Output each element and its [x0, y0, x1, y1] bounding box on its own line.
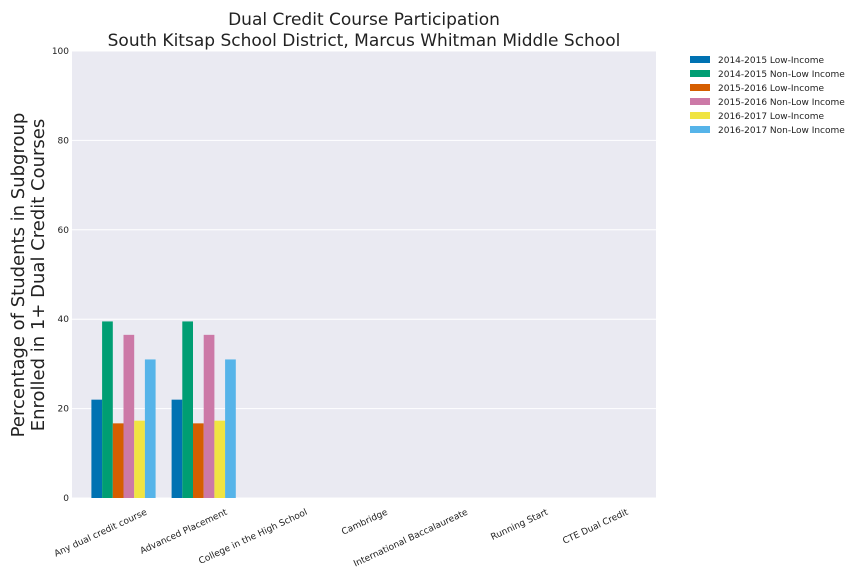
legend-swatch [690, 112, 710, 119]
chart-title-line-2: South Kitsap School District, Marcus Whi… [108, 31, 621, 51]
legend-label: 2016-2017 Low-Income [718, 112, 824, 122]
x-tick-label: Running Start [490, 507, 551, 542]
bars [91, 321, 236, 498]
y-tick-label: 20 [58, 405, 70, 415]
bar [214, 420, 226, 498]
legend-swatch [690, 56, 710, 63]
bar [144, 359, 156, 498]
bar [91, 399, 103, 498]
bar [112, 423, 124, 498]
bar [182, 321, 193, 498]
x-tick-label: Any dual credit course [53, 507, 149, 559]
bar [225, 359, 236, 498]
legend-label: 2015-2016 Low-Income [718, 84, 824, 94]
legend: 2014-2015 Low-Income 2014-2015 Non-Low In… [690, 56, 845, 136]
legend-label: 2014-2015 Non-Low Income [718, 70, 845, 80]
gridlines [72, 50, 656, 499]
bar [134, 420, 145, 498]
legend-label: 2014-2015 Low-Income [718, 56, 824, 66]
bar [171, 399, 183, 498]
y-axis-label: Percentage of Students in Subgroup Enrol… [8, 113, 49, 438]
chart-title-line-1: Dual Credit Course Participation [228, 10, 500, 30]
y-tick-label: 60 [58, 226, 70, 236]
y-tick-label: 0 [63, 494, 69, 504]
bar [102, 321, 113, 498]
y-tick-label: 100 [52, 47, 69, 57]
y-tick-label: 40 [58, 315, 70, 325]
x-tick-label: Cambridge [340, 507, 389, 537]
legend-swatch [690, 84, 710, 91]
x-tick-label: CTE Dual Credit [561, 507, 630, 546]
y-tick-labels: 0 20 40 60 80 100 [52, 47, 69, 504]
legend-swatch [690, 126, 710, 133]
y-axis-label-line-1: Percentage of Students in Subgroup [8, 113, 29, 438]
bar [123, 334, 135, 498]
bar [193, 423, 204, 498]
y-tick-label: 80 [58, 136, 70, 146]
legend-label: 2016-2017 Non-Low Income [718, 126, 845, 136]
legend-swatch [690, 98, 710, 105]
bar [203, 334, 215, 498]
plot-area [72, 51, 656, 498]
legend-label: 2015-2016 Non-Low Income [718, 98, 845, 108]
legend-swatch [690, 70, 710, 77]
y-axis-label-line-2: Enrolled in 1+ Dual Credit Courses [28, 119, 49, 432]
